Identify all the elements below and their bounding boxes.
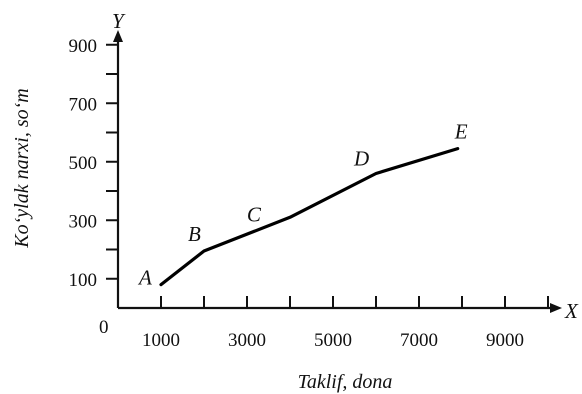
x-tick-labels: 1000 3000 5000 7000 9000 — [142, 330, 524, 351]
x-tick-label: 5000 — [314, 330, 352, 351]
axes: Y X 0 — [99, 9, 579, 338]
point-label: C — [247, 202, 262, 226]
x-axis-arrow — [550, 303, 562, 313]
x-axis-name: X — [564, 299, 579, 323]
y-axis-name: Y — [112, 9, 126, 33]
y-tick-label: 300 — [69, 211, 98, 232]
x-ticks — [160, 296, 549, 308]
x-axis-title: Taklif, dona — [298, 371, 393, 393]
y-tick-labels: 100 300 500 700 900 — [69, 36, 98, 291]
y-axis-arrow — [113, 30, 123, 42]
y-tick-label: 100 — [69, 270, 98, 291]
x-tick-label: 7000 — [400, 330, 438, 351]
y-tick-label: 900 — [69, 36, 98, 57]
x-tick-label: 9000 — [486, 330, 524, 351]
point-label: A — [137, 266, 152, 290]
y-ticks — [106, 43, 118, 280]
series — [159, 147, 460, 287]
y-axis-title: Ko‘ylak narxi, so‘m — [11, 88, 33, 248]
origin-label: 0 — [99, 317, 109, 338]
x-tick-label: 1000 — [142, 330, 180, 351]
y-tick-label: 700 — [69, 94, 98, 115]
point-label: E — [454, 120, 468, 144]
point-label: B — [188, 222, 201, 246]
y-tick-label: 500 — [69, 153, 98, 174]
x-tick-label: 3000 — [228, 330, 266, 351]
point-labels: A B C D E — [137, 120, 468, 290]
point-label: D — [353, 146, 369, 170]
series-line — [159, 147, 460, 287]
